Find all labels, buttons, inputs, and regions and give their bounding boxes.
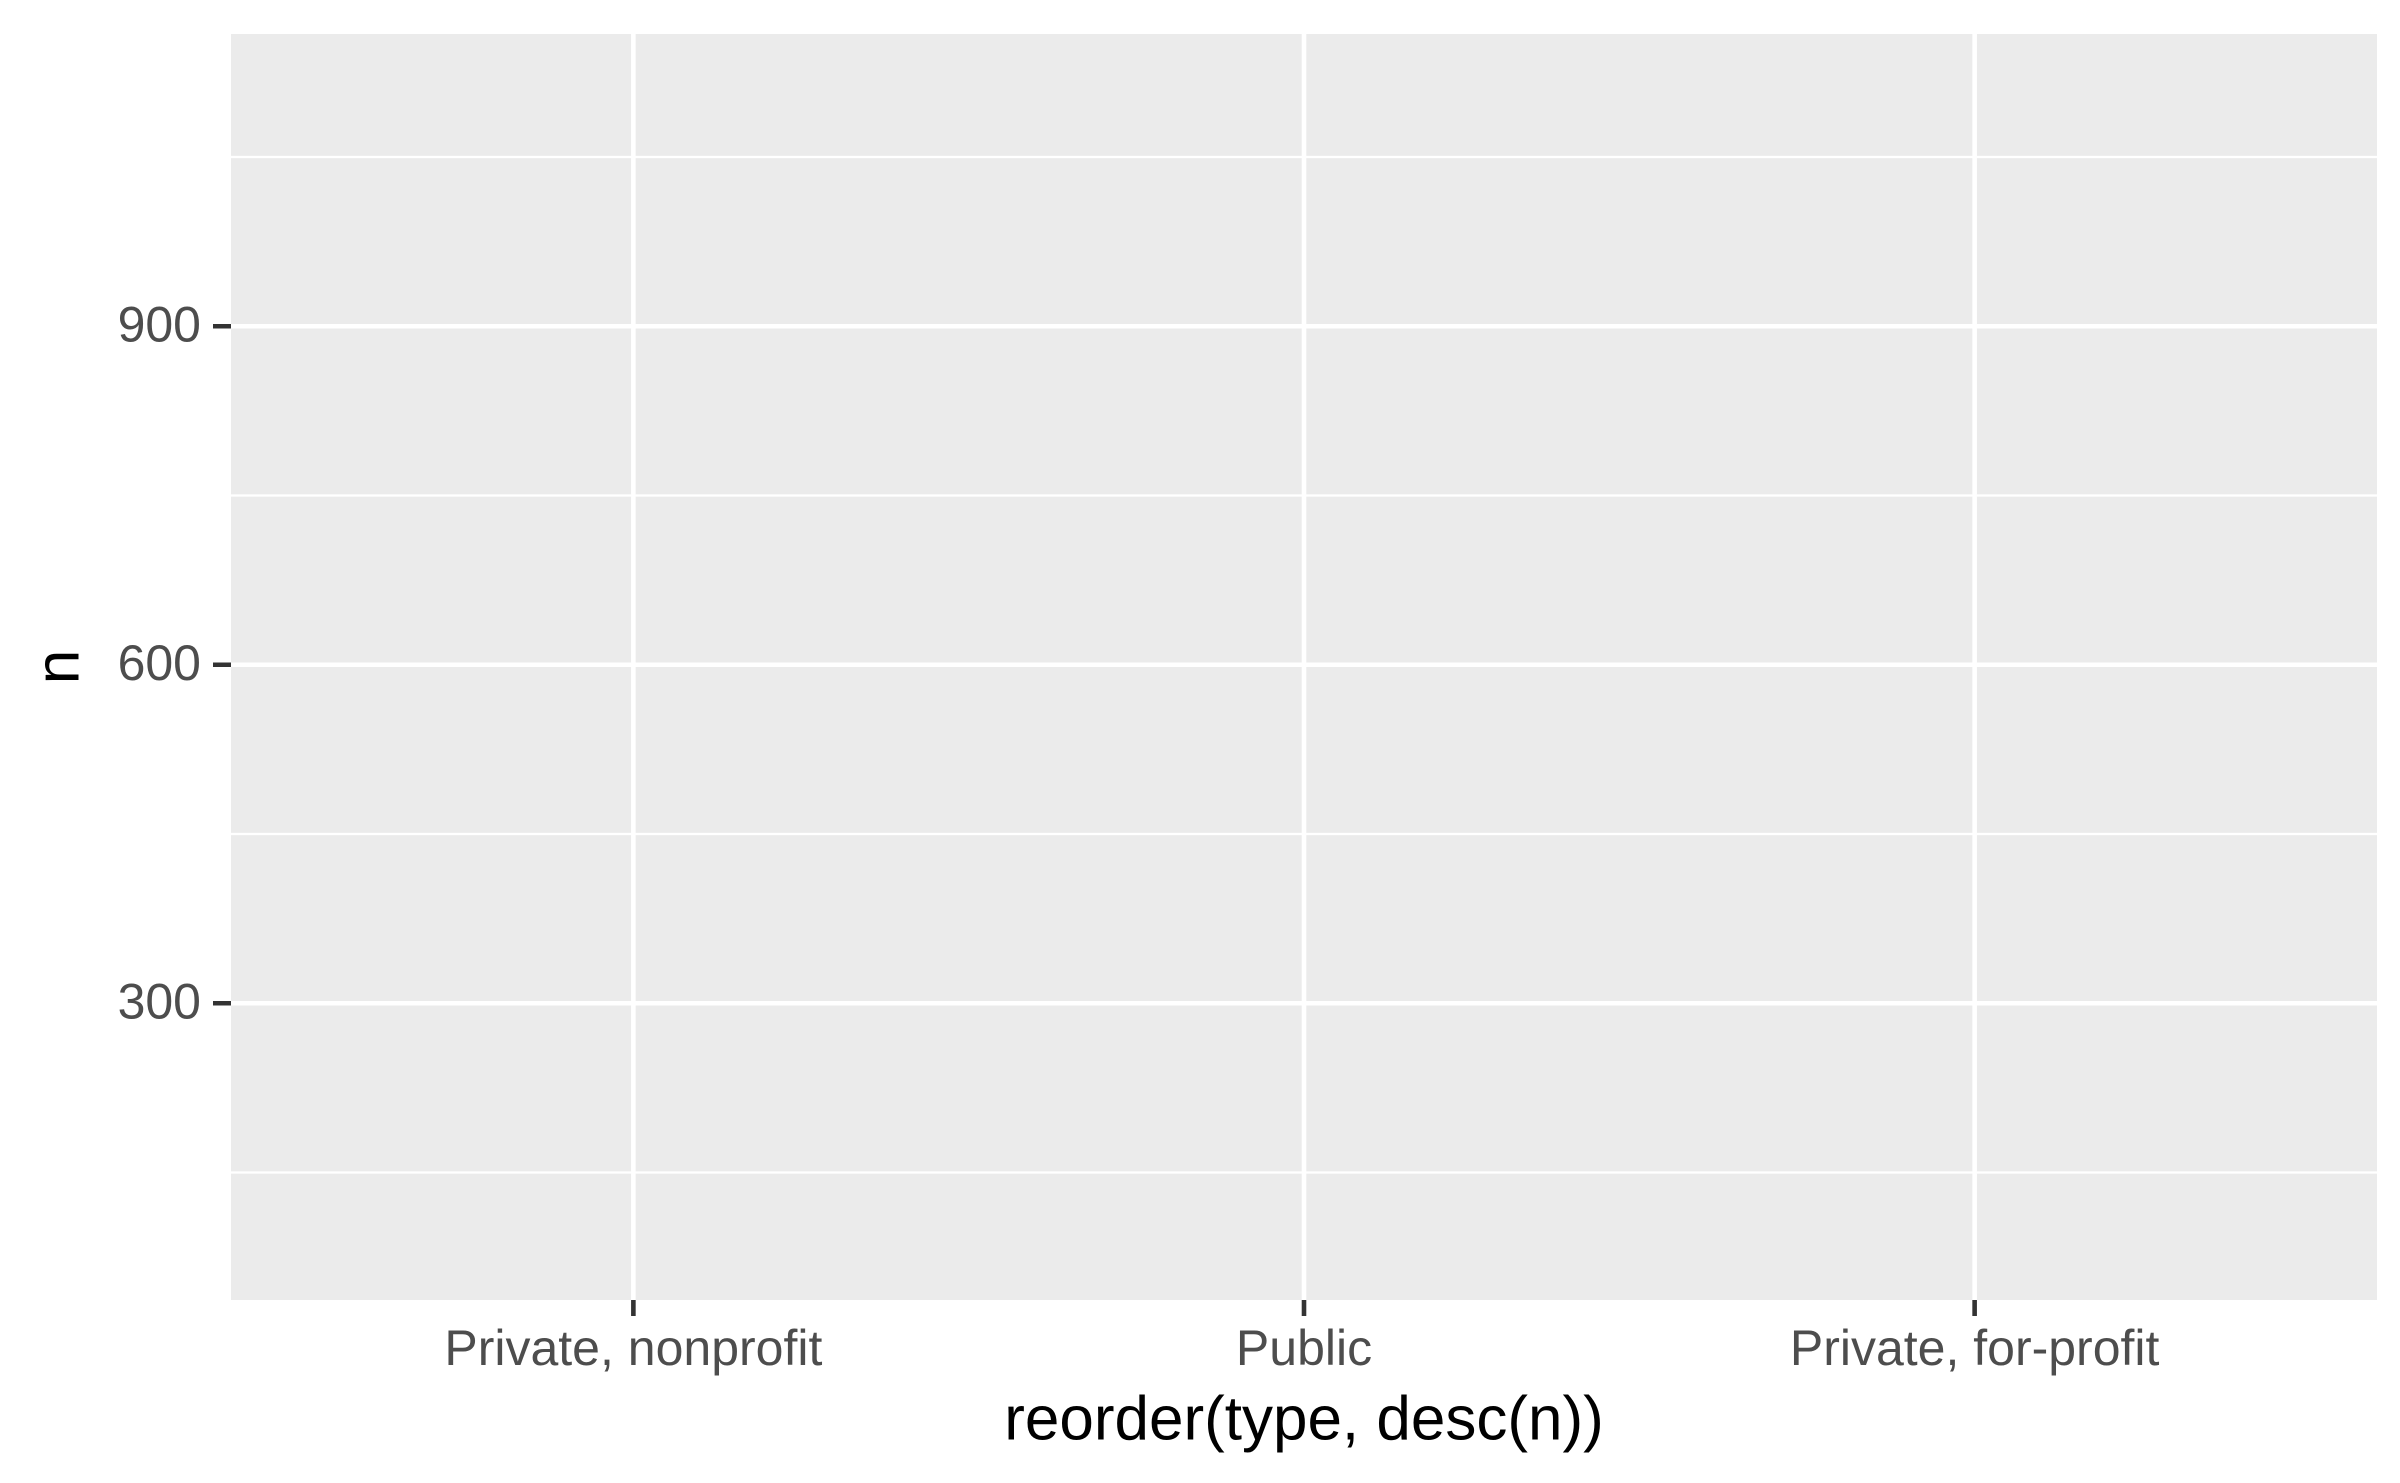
y-tick-label: 300	[118, 973, 201, 1029]
x-tick-label: Public	[1236, 1320, 1372, 1376]
x-axis-title: reorder(type, desc(n))	[1004, 1384, 1604, 1453]
x-tick-label: Private, for-profit	[1790, 1320, 2160, 1376]
y-tick-label: 900	[118, 296, 201, 352]
y-axis-title: n	[23, 650, 92, 684]
y-tick-label: 600	[118, 635, 201, 691]
x-tick-label: Private, nonprofit	[444, 1320, 822, 1376]
